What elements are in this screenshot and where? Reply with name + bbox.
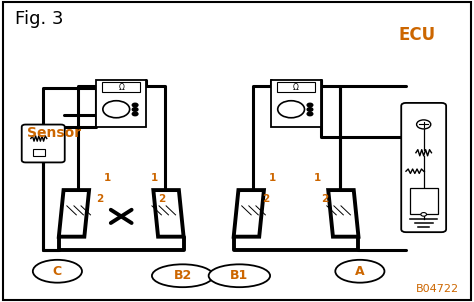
Text: 1: 1 <box>151 173 158 183</box>
Circle shape <box>132 112 138 116</box>
Text: C: C <box>53 265 62 278</box>
Circle shape <box>132 103 138 107</box>
Polygon shape <box>154 190 183 237</box>
FancyBboxPatch shape <box>33 149 45 156</box>
FancyBboxPatch shape <box>96 80 146 127</box>
Text: B04722: B04722 <box>416 284 459 294</box>
FancyBboxPatch shape <box>401 103 446 232</box>
Text: 1: 1 <box>269 173 276 183</box>
Text: B1: B1 <box>230 269 248 282</box>
Text: Ω: Ω <box>293 83 299 92</box>
Text: 2: 2 <box>158 194 165 204</box>
Text: Fig. 3: Fig. 3 <box>15 10 64 28</box>
Circle shape <box>307 103 313 107</box>
FancyBboxPatch shape <box>410 188 438 214</box>
Text: Sensor: Sensor <box>27 126 81 140</box>
Text: 2: 2 <box>262 194 269 204</box>
Circle shape <box>307 112 313 116</box>
FancyBboxPatch shape <box>102 82 140 92</box>
Text: A: A <box>355 265 365 278</box>
Text: 2: 2 <box>96 194 103 204</box>
FancyBboxPatch shape <box>22 124 65 162</box>
Text: 2: 2 <box>321 194 328 204</box>
FancyBboxPatch shape <box>271 80 321 127</box>
Text: B2: B2 <box>173 269 192 282</box>
Text: ECU: ECU <box>398 26 435 44</box>
FancyBboxPatch shape <box>277 82 315 92</box>
Circle shape <box>421 213 427 216</box>
Text: Ω: Ω <box>118 83 124 92</box>
Text: 1: 1 <box>314 173 321 183</box>
Text: 1: 1 <box>103 173 110 183</box>
Polygon shape <box>328 190 358 237</box>
Polygon shape <box>59 190 89 237</box>
Polygon shape <box>234 190 264 237</box>
Circle shape <box>132 108 138 111</box>
Ellipse shape <box>209 264 270 287</box>
Ellipse shape <box>33 260 82 283</box>
Circle shape <box>307 108 313 111</box>
Ellipse shape <box>335 260 384 283</box>
Ellipse shape <box>152 264 213 287</box>
